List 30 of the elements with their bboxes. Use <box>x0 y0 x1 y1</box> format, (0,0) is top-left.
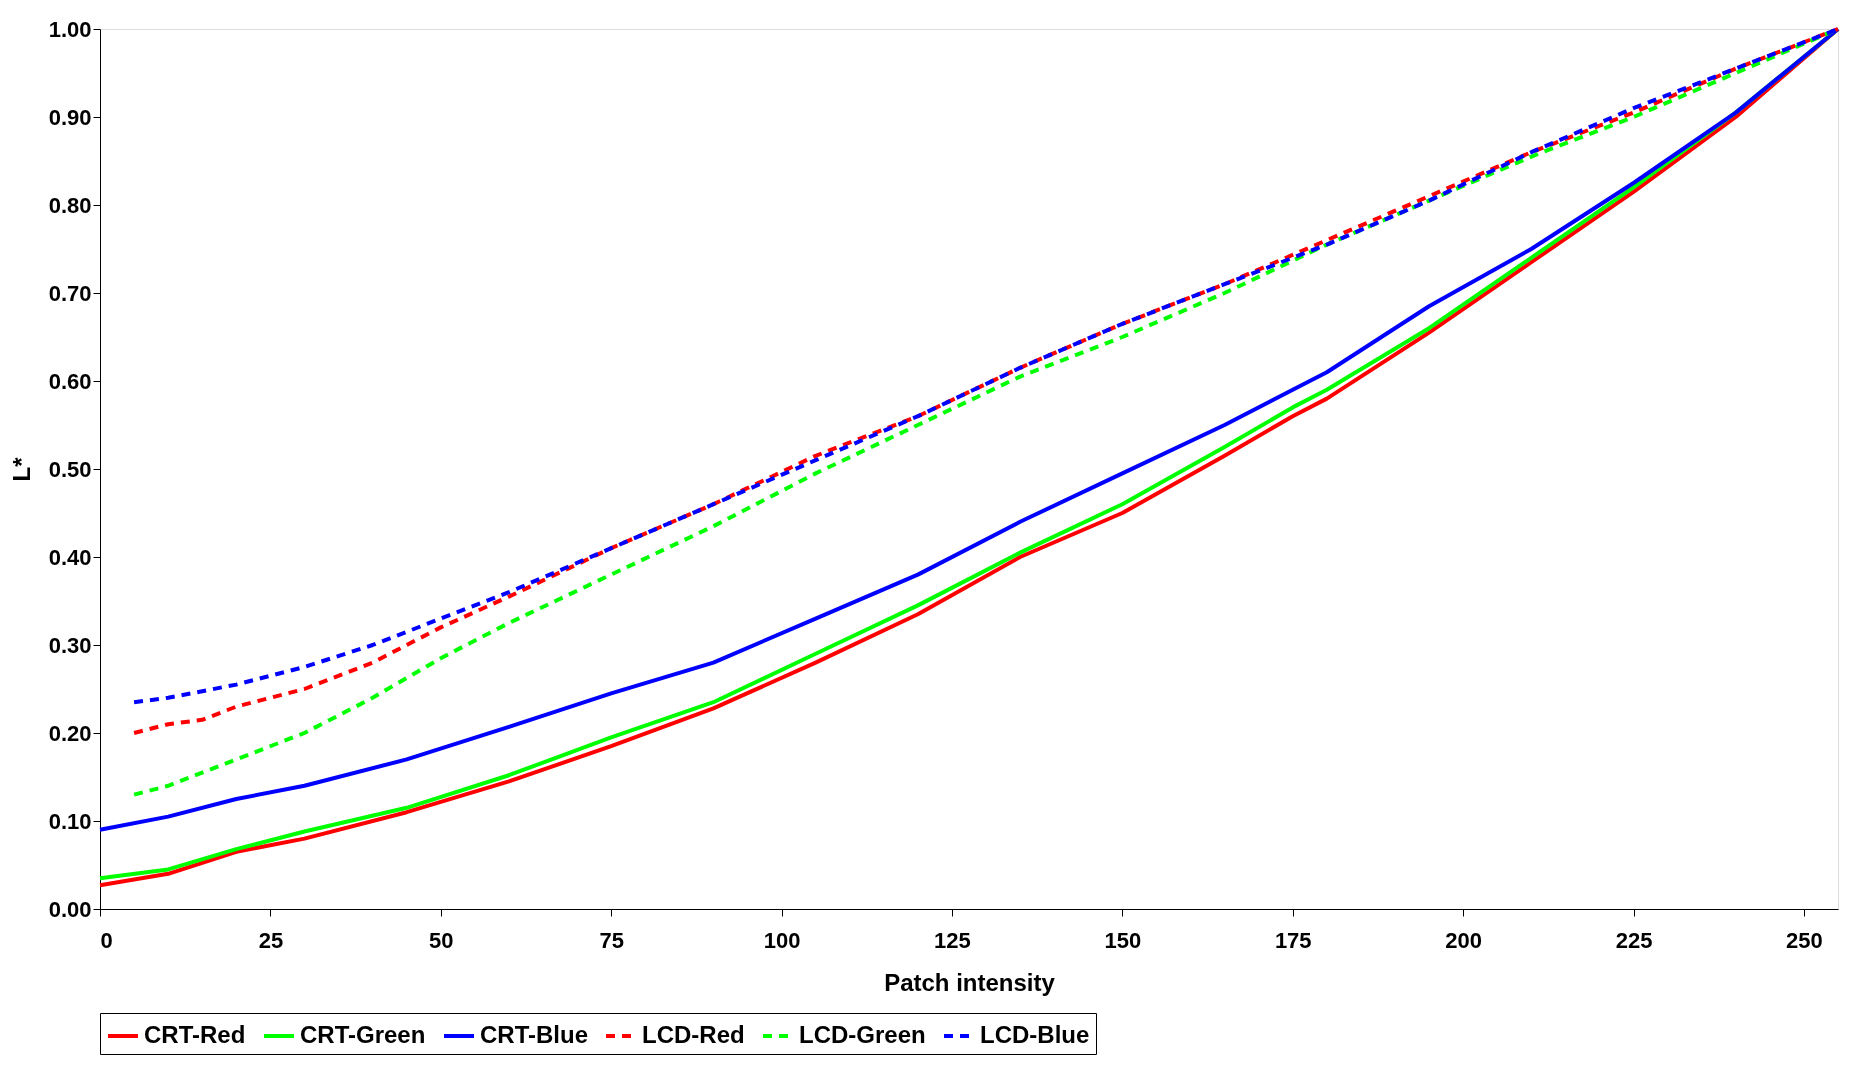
x-tick-label: 50 <box>429 927 454 953</box>
y-tick-label: 0.10 <box>48 808 92 834</box>
legend-label: LCD-Green <box>799 1021 926 1048</box>
x-tick-label: 150 <box>1104 927 1142 953</box>
x-tick-label: 175 <box>1274 927 1312 953</box>
y-tick-label: 0.70 <box>48 280 92 306</box>
x-tick-label: 225 <box>1615 927 1653 953</box>
y-axis-title: L* <box>7 456 35 482</box>
y-tick-label: 0.50 <box>48 456 92 482</box>
y-tick-label: 0.20 <box>48 720 92 746</box>
legend-label: LCD-Blue <box>980 1021 1090 1048</box>
x-tick-label: 100 <box>763 927 801 953</box>
legend-label: CRT-Red <box>144 1021 246 1048</box>
y-tick-label: 1.00 <box>48 16 92 42</box>
y-tick-label: 0.40 <box>48 544 92 570</box>
x-tick-label: 200 <box>1445 927 1482 953</box>
y-tick-label: 0.30 <box>48 632 92 658</box>
x-tick-label: 250 <box>1786 927 1823 953</box>
legend-label: LCD-Red <box>642 1021 745 1048</box>
x-tick-label: 75 <box>599 927 624 953</box>
y-tick-label: 0.80 <box>48 192 92 218</box>
x-axis-title: Patch intensity <box>884 968 1056 996</box>
y-tick-label: 0.90 <box>48 104 92 130</box>
legend-label: CRT-Blue <box>480 1021 588 1048</box>
y-tick-label: 0.60 <box>48 368 92 394</box>
x-tick-label: 0 <box>100 927 113 953</box>
legend-label: CRT-Green <box>300 1021 426 1048</box>
x-tick-label: 25 <box>258 927 284 953</box>
x-tick-label: 125 <box>934 927 971 953</box>
y-tick-label: 0.00 <box>48 896 92 922</box>
